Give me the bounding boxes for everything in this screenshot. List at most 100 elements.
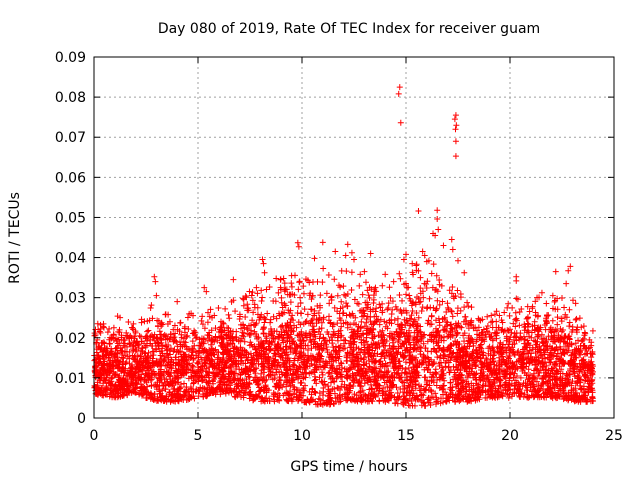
data-point	[237, 371, 244, 378]
data-point	[557, 346, 564, 353]
data-point	[117, 367, 124, 374]
data-point	[124, 391, 131, 398]
data-point	[331, 385, 338, 392]
data-point	[204, 319, 211, 326]
data-point	[421, 366, 428, 373]
data-point	[162, 386, 169, 393]
data-point	[350, 372, 357, 379]
data-point	[543, 318, 550, 325]
data-point	[192, 335, 199, 342]
data-point	[106, 340, 113, 347]
data-point	[421, 353, 428, 360]
data-point	[375, 371, 382, 378]
data-point	[393, 328, 400, 335]
data-point	[200, 336, 207, 343]
data-point	[250, 321, 257, 328]
data-point	[161, 331, 168, 338]
data-point	[206, 364, 213, 371]
data-point	[439, 298, 446, 305]
data-point	[348, 344, 355, 351]
data-point	[224, 376, 231, 383]
data-point	[416, 360, 423, 367]
data-point	[240, 302, 247, 309]
data-point	[357, 307, 364, 314]
data-point	[192, 329, 199, 336]
data-point	[120, 355, 127, 362]
data-point	[512, 366, 519, 373]
data-point	[471, 359, 478, 366]
data-point	[316, 390, 323, 397]
data-point	[422, 374, 429, 381]
data-point	[482, 394, 489, 401]
data-point	[448, 307, 455, 314]
data-point	[464, 374, 471, 381]
data-point	[263, 337, 270, 344]
data-point	[300, 375, 307, 382]
data-point	[246, 366, 253, 373]
data-point	[413, 392, 420, 399]
data-point	[520, 333, 527, 340]
data-point	[581, 351, 588, 358]
data-point	[380, 331, 387, 338]
data-point	[100, 339, 107, 346]
data-point	[269, 376, 276, 383]
data-point	[506, 312, 513, 319]
data-point	[309, 353, 316, 360]
data-point	[145, 327, 152, 334]
data-point	[521, 340, 528, 347]
data-point	[176, 328, 183, 335]
data-point	[540, 390, 547, 397]
data-point	[253, 284, 260, 291]
data-point	[400, 401, 407, 408]
data-point	[282, 302, 289, 309]
data-point	[391, 393, 398, 400]
data-point	[208, 341, 215, 348]
data-point	[394, 349, 401, 356]
data-point	[396, 270, 403, 277]
data-point	[230, 374, 237, 381]
data-point	[560, 389, 567, 396]
data-point	[241, 347, 248, 354]
data-point	[200, 376, 207, 383]
data-point	[384, 306, 391, 313]
data-point	[428, 387, 435, 394]
data-point	[579, 337, 586, 344]
data-point	[361, 310, 368, 317]
data-point	[416, 387, 423, 394]
data-point	[225, 311, 232, 318]
data-point	[258, 394, 265, 401]
data-point	[355, 379, 362, 386]
data-point	[411, 345, 418, 352]
data-point	[543, 394, 550, 401]
data-point	[408, 373, 415, 380]
data-point	[457, 290, 464, 297]
data-point	[100, 387, 107, 394]
data-point	[152, 372, 159, 379]
data-point	[358, 346, 365, 353]
data-point	[589, 327, 596, 334]
data-point	[326, 300, 333, 307]
data-point	[547, 324, 554, 331]
data-point	[312, 376, 319, 383]
data-point	[144, 359, 151, 366]
data-point	[148, 382, 155, 389]
data-point	[331, 276, 338, 283]
data-point	[371, 373, 378, 380]
data-point	[311, 377, 318, 384]
data-point	[190, 312, 197, 319]
data-point	[397, 386, 404, 393]
data-point	[413, 261, 420, 268]
data-point	[461, 304, 468, 311]
data-point	[512, 333, 519, 340]
data-point	[328, 293, 335, 300]
data-point	[408, 367, 415, 374]
data-point	[443, 322, 450, 329]
data-point	[296, 336, 303, 343]
data-point	[538, 289, 545, 296]
data-point	[281, 309, 288, 316]
data-point	[300, 392, 307, 399]
data-point	[147, 395, 154, 402]
data-point	[325, 393, 332, 400]
data-point	[566, 323, 573, 330]
data-point	[389, 298, 396, 305]
